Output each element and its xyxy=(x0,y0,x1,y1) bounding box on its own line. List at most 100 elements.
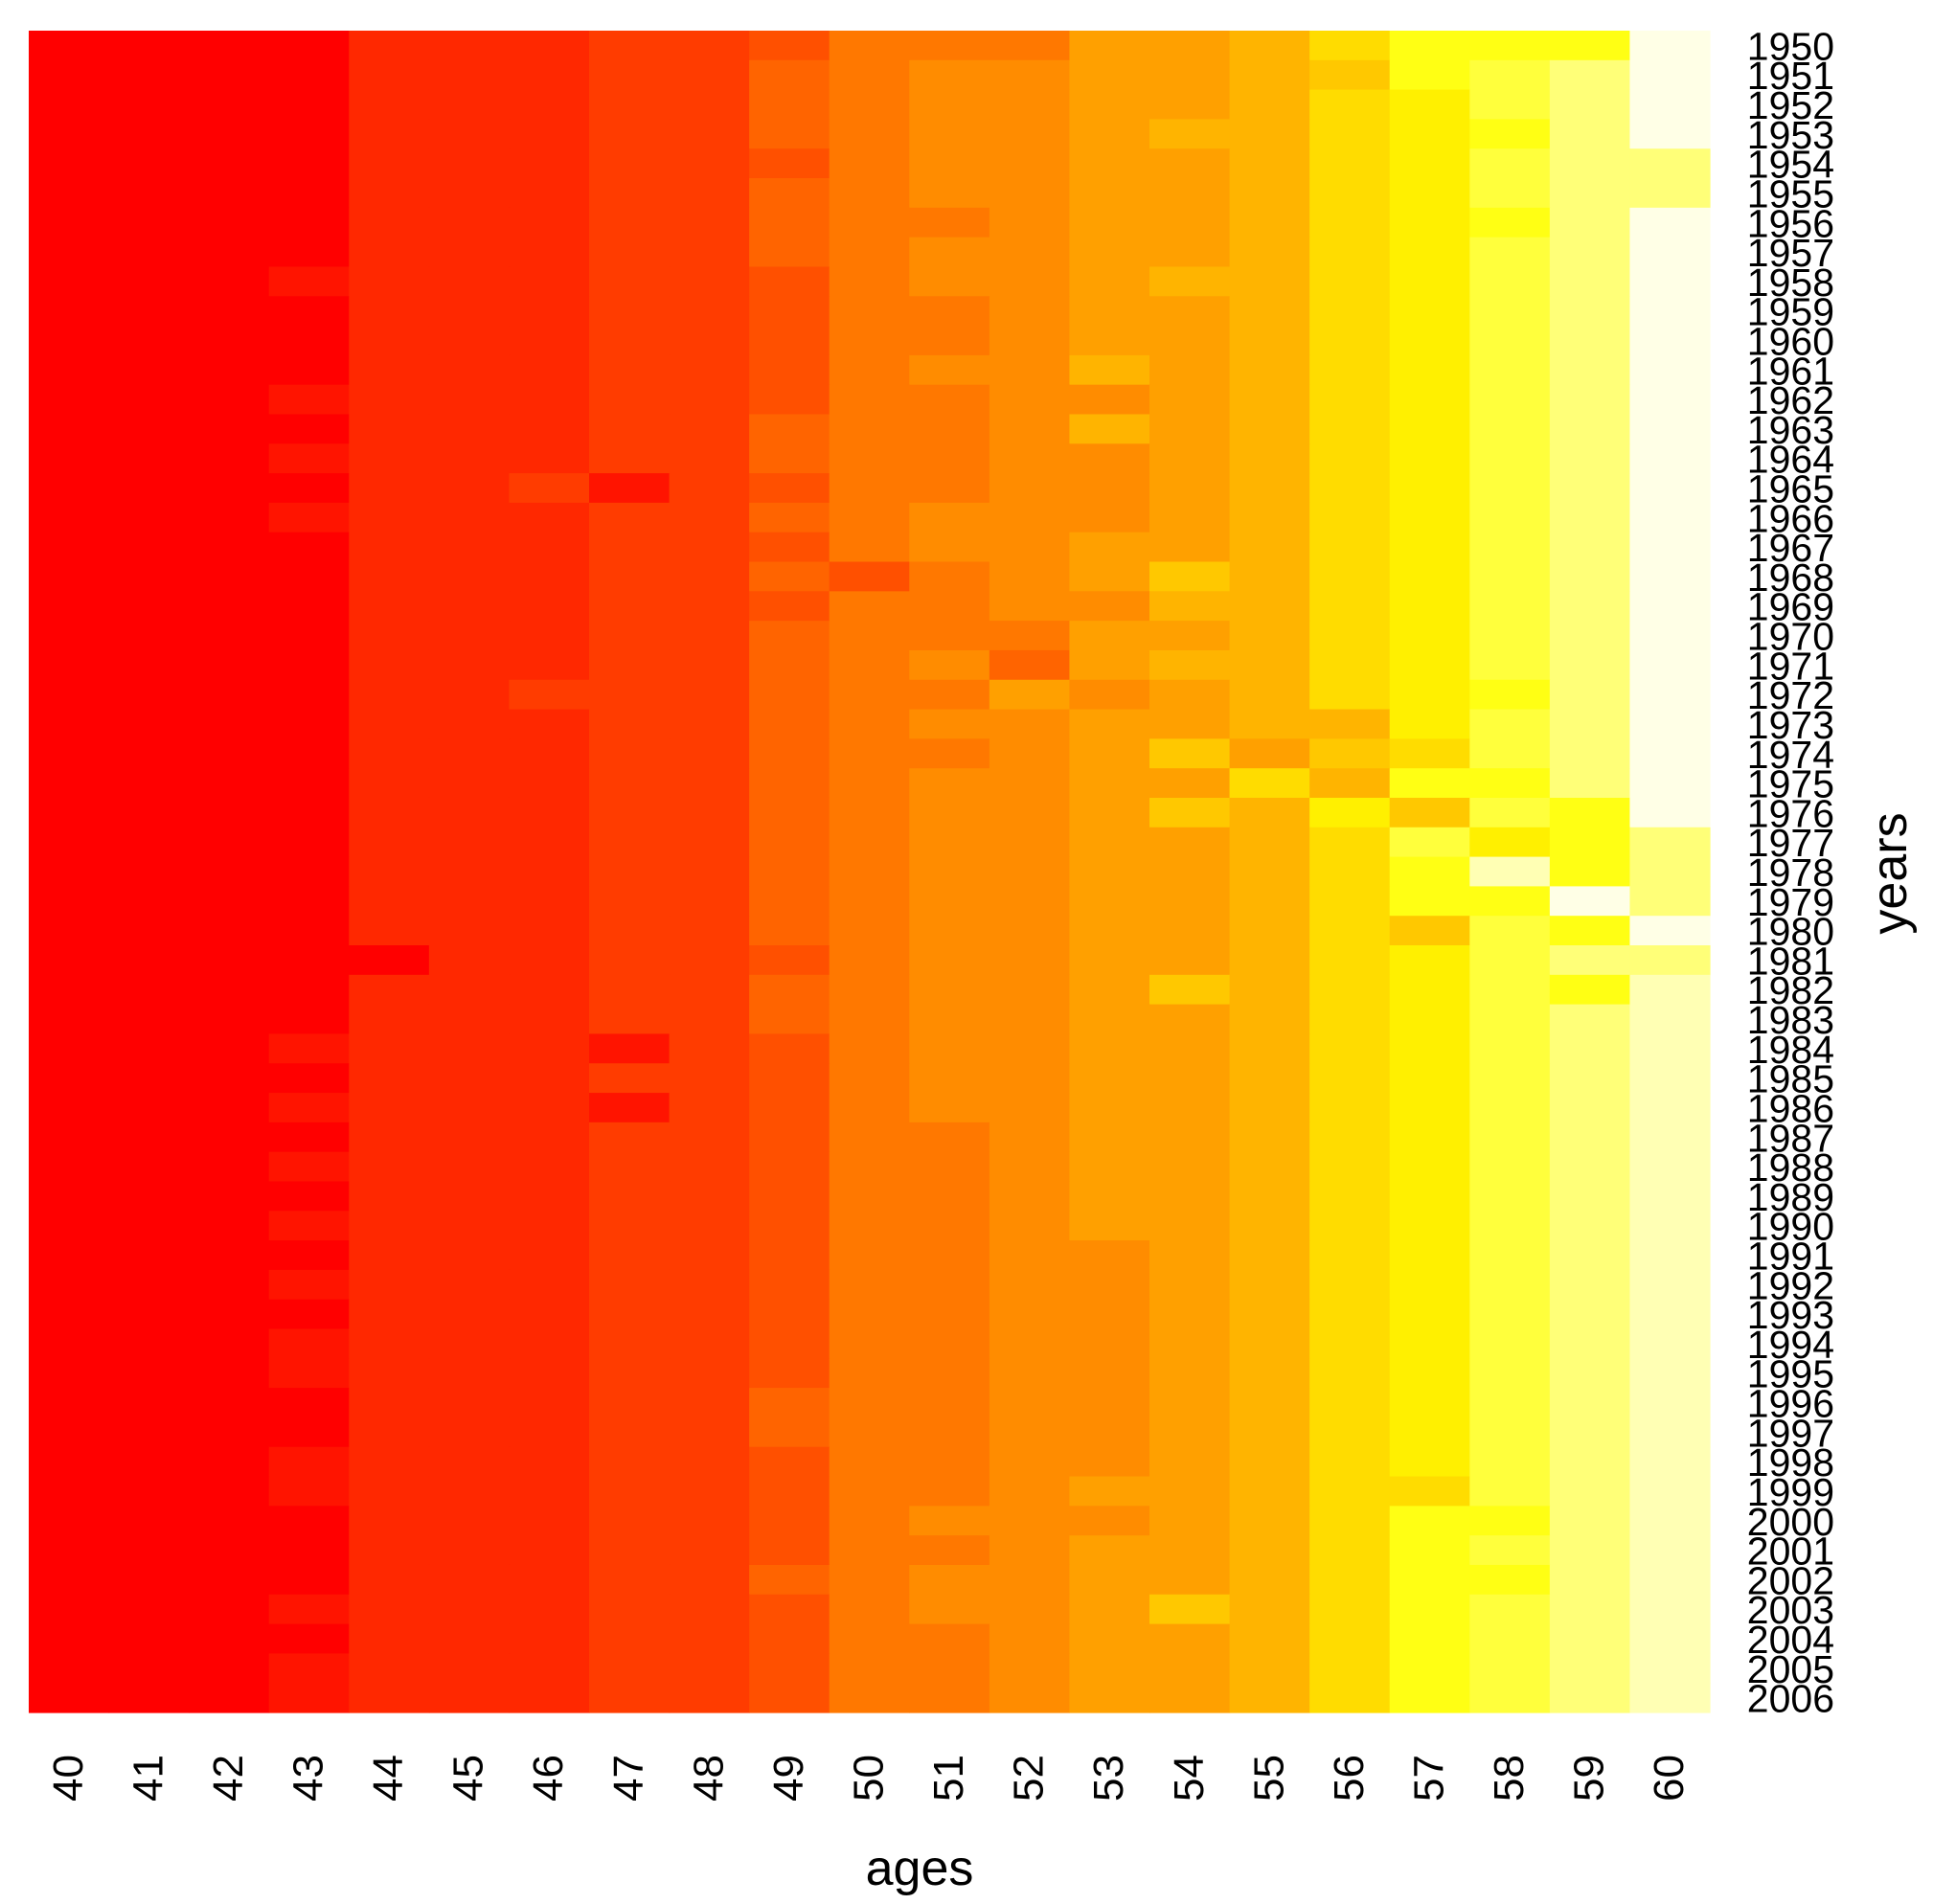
heatmap-cell-1959-45 xyxy=(428,296,511,327)
heatmap-cell-1992-44 xyxy=(349,1269,430,1301)
heatmap-cell-1979-48 xyxy=(669,886,750,917)
heatmap-cell-1958-53 xyxy=(1069,266,1150,297)
heatmap-cell-1986-56 xyxy=(1309,1093,1391,1123)
heatmap-cell-1998-57 xyxy=(1389,1446,1470,1478)
y-tick-1961: 1961 xyxy=(1747,349,1834,393)
heatmap-cell-1995-58 xyxy=(1469,1358,1551,1389)
heatmap-cell-1999-54 xyxy=(1149,1476,1231,1507)
heatmap-cell-1966-53 xyxy=(1069,502,1150,533)
heatmap-cell-1962-60 xyxy=(1629,384,1711,416)
heatmap-cell-1984-51 xyxy=(909,1033,990,1064)
heatmap-cell-1992-46 xyxy=(509,1269,590,1301)
heatmap-cell-1951-56 xyxy=(1309,59,1391,91)
heatmap-cell-1951-40 xyxy=(29,59,110,91)
heatmap-cell-1991-51 xyxy=(909,1240,990,1271)
heatmap-cell-2003-46 xyxy=(509,1594,590,1625)
heatmap-cell-1990-56 xyxy=(1309,1211,1391,1241)
heatmap-cell-1998-59 xyxy=(1549,1446,1631,1478)
heatmap-cell-2005-48 xyxy=(669,1653,750,1684)
heatmap-cell-1992-57 xyxy=(1389,1269,1470,1301)
heatmap-cell-1982-53 xyxy=(1069,974,1150,1006)
heatmap-cell-2004-52 xyxy=(989,1623,1071,1654)
heatmap-cell-1986-53 xyxy=(1069,1093,1150,1123)
heatmap-cell-1972-47 xyxy=(589,679,671,711)
heatmap-cell-2006-42 xyxy=(189,1683,270,1713)
heatmap-cell-1954-48 xyxy=(669,148,750,179)
heatmap-cell-1976-47 xyxy=(589,797,671,828)
heatmap-cell-1991-49 xyxy=(749,1240,830,1271)
heatmap-cell-1975-45 xyxy=(428,768,511,799)
heatmap-cell-1993-59 xyxy=(1549,1299,1631,1330)
heatmap-cell-1953-43 xyxy=(268,119,350,149)
heatmap-cell-1980-56 xyxy=(1309,916,1391,946)
heatmap-cell-1982-57 xyxy=(1389,974,1470,1006)
heatmap-cell-1981-40 xyxy=(29,945,110,976)
heatmap-cell-1982-48 xyxy=(669,974,750,1006)
heatmap-cell-1956-50 xyxy=(829,207,910,238)
heatmap-cell-1959-48 xyxy=(669,296,750,327)
heatmap-cell-1993-43 xyxy=(268,1299,350,1330)
y-tick-1993: 1993 xyxy=(1747,1293,1834,1337)
y-tick-1956: 1956 xyxy=(1747,201,1834,245)
heatmap-cell-1993-51 xyxy=(909,1299,990,1330)
heatmap-cell-1969-44 xyxy=(349,591,430,622)
x-tick-48: 48 xyxy=(685,1755,732,1802)
heatmap-cell-1996-46 xyxy=(509,1388,590,1418)
heatmap-cell-1976-55 xyxy=(1229,797,1310,828)
heatmap-cell-1962-41 xyxy=(108,384,190,416)
heatmap-cell-1977-40 xyxy=(29,827,110,858)
y-tick-2004: 2004 xyxy=(1747,1618,1834,1662)
heatmap-cell-1958-51 xyxy=(909,266,990,297)
heatmap-cell-2005-51 xyxy=(909,1653,990,1684)
heatmap-cell-1999-58 xyxy=(1469,1476,1551,1507)
heatmap-cell-1951-43 xyxy=(268,59,350,91)
heatmap-cell-1968-50 xyxy=(829,561,910,592)
heatmap-cell-1973-52 xyxy=(989,709,1071,739)
heatmap-cell-1999-57 xyxy=(1389,1476,1470,1507)
heatmap-cell-1974-43 xyxy=(268,738,350,769)
heatmap-cell-1997-49 xyxy=(749,1417,830,1448)
heatmap-cell-1994-42 xyxy=(189,1328,270,1359)
heatmap-cell-1972-48 xyxy=(669,679,750,711)
heatmap-cell-1966-60 xyxy=(1629,502,1711,533)
heatmap-cell-1978-41 xyxy=(108,856,190,888)
heatmap-cell-1955-48 xyxy=(669,178,750,209)
heatmap-cell-1967-49 xyxy=(749,532,830,563)
heatmap-cell-1976-57 xyxy=(1389,797,1470,828)
heatmap-cell-1998-45 xyxy=(428,1446,511,1478)
heatmap-cell-1950-46 xyxy=(509,31,590,61)
heatmap-cell-1996-55 xyxy=(1229,1388,1310,1418)
heatmap-cell-1967-56 xyxy=(1309,532,1391,563)
heatmap-cell-2005-56 xyxy=(1309,1653,1391,1684)
heatmap-cell-1990-59 xyxy=(1549,1211,1631,1241)
heatmap-cell-1957-55 xyxy=(1229,237,1310,268)
heatmap-cell-1976-44 xyxy=(349,797,430,828)
heatmap-cell-2000-47 xyxy=(589,1506,671,1536)
heatmap-cell-1986-43 xyxy=(268,1093,350,1123)
heatmap-cell-1990-52 xyxy=(989,1211,1071,1241)
heatmap-cell-2004-56 xyxy=(1309,1623,1391,1654)
heatmap-cell-1969-56 xyxy=(1309,591,1391,622)
heatmap-cell-1961-51 xyxy=(909,354,990,386)
heatmap-cell-1973-40 xyxy=(29,709,110,739)
heatmap-cell-1977-45 xyxy=(428,827,511,858)
heatmap-cell-1979-51 xyxy=(909,886,990,917)
heatmap-cell-1989-41 xyxy=(108,1181,190,1212)
heatmap-cell-1982-43 xyxy=(268,974,350,1006)
heatmap-cell-2002-42 xyxy=(189,1564,270,1596)
heatmap-cell-1957-48 xyxy=(669,237,750,268)
heatmap-cell-1979-49 xyxy=(749,886,830,917)
heatmap-cell-1979-45 xyxy=(428,886,511,917)
heatmap-cell-1990-46 xyxy=(509,1211,590,1241)
heatmap-cell-2005-52 xyxy=(989,1653,1071,1684)
heatmap-cell-1986-46 xyxy=(509,1093,590,1123)
heatmap-cell-2000-46 xyxy=(509,1506,590,1536)
heatmap-cell-2002-58 xyxy=(1469,1564,1551,1596)
heatmap-cell-1973-50 xyxy=(829,709,910,739)
heatmap-cell-1995-50 xyxy=(829,1358,910,1389)
heatmap-cell-1958-56 xyxy=(1309,266,1391,297)
heatmap-cell-1958-45 xyxy=(428,266,511,297)
heatmap-cell-2004-48 xyxy=(669,1623,750,1654)
heatmap-cell-2005-47 xyxy=(589,1653,671,1684)
heatmap-cell-1951-42 xyxy=(189,59,270,91)
